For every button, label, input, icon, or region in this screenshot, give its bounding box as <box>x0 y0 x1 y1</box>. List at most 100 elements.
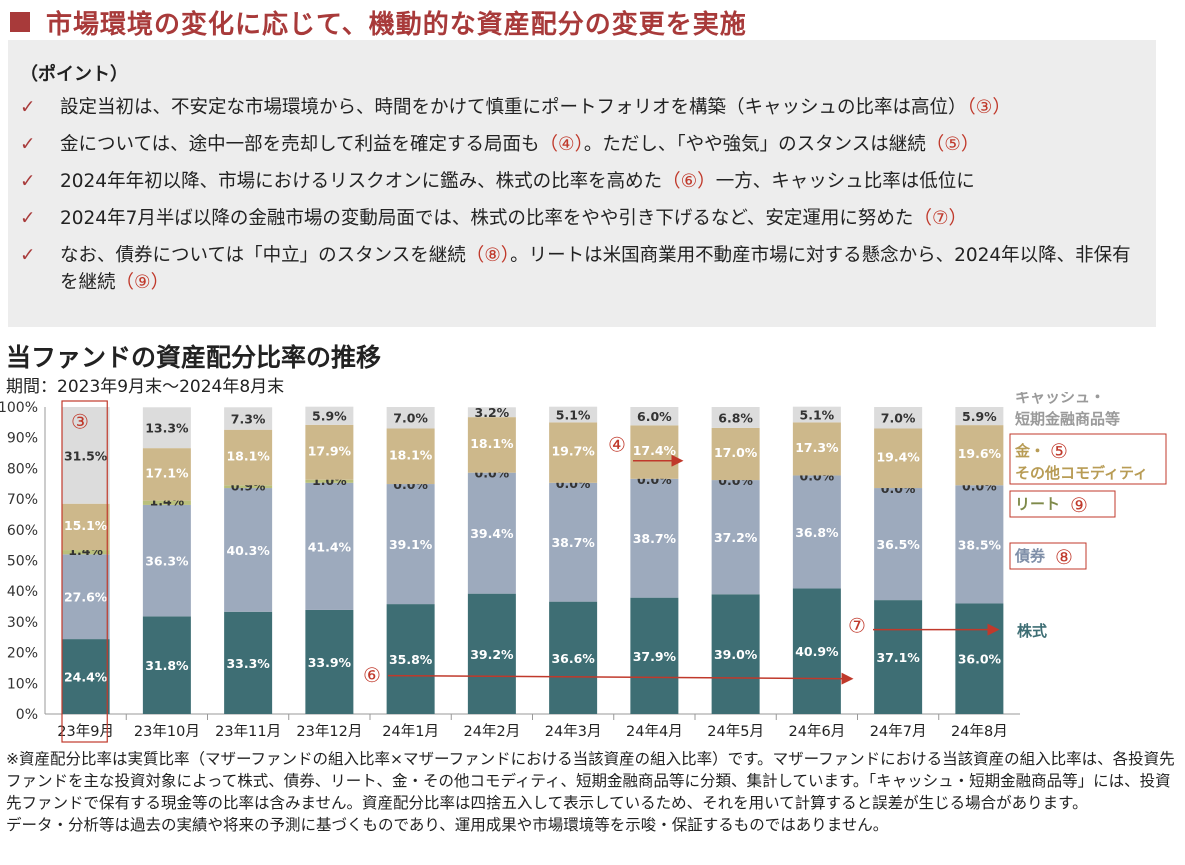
data-label: 5.1% <box>556 408 591 423</box>
y-tick-label: 0% <box>16 707 38 723</box>
bar-segment <box>142 448 191 501</box>
data-label: 17.0% <box>714 445 758 460</box>
bar-segment <box>467 417 516 473</box>
data-label: 36.5% <box>876 537 920 552</box>
point-text: 設定当初は、不安定な市場環境から、時間をかけて慎重にポートフォリオを構築（キャッ… <box>60 97 967 118</box>
point-item: ✓ 金については、途中一部を売却して利益を確定する局面も（④）。ただし、「やや強気… <box>20 131 1145 158</box>
bar-segment <box>142 500 191 505</box>
bar-segment <box>305 406 354 425</box>
bar-segment <box>630 407 679 426</box>
bar-segment <box>792 406 841 423</box>
footnote: ※資産配分比率は実質比率（マザーファンドの組入比率×マザーファンドにおける当該資… <box>6 750 1175 812</box>
data-label: 17.3% <box>795 440 839 455</box>
bar-segment <box>61 503 110 551</box>
point-marker: （⑥） <box>662 171 716 192</box>
bar-segment <box>874 600 923 714</box>
check-icon: ✓ <box>20 245 36 266</box>
data-label: 39.2% <box>470 647 514 662</box>
bar-segment <box>61 554 110 640</box>
y-tick-label: 100% <box>0 400 38 416</box>
x-tick-label: 23年10月 <box>134 723 200 740</box>
point-marker: （⑤） <box>925 134 980 155</box>
data-label: 18.1% <box>470 436 514 451</box>
point-item: ✓ 2024年7月半ば以降の金融市場の変動局面では、株式の比率をやや引き下げるなど… <box>20 205 1145 232</box>
heading-text: 市場環境の変化に応じて、機動的な資産配分の変更を実施 <box>46 9 747 40</box>
points-box: （ポイント） ✓ 設定当初は、不安定な市場環境から、時間をかけて慎重にポートフォリ… <box>8 40 1156 327</box>
legend-gold-label: その他コモディティ <box>1015 464 1148 482</box>
point-item: ✓ なお、債券については「中立」のスタンスを継続（⑧）。リートは米国商業用不動産市… <box>20 242 1145 296</box>
bar-segment <box>711 427 760 481</box>
legend-bond-label: 債券 <box>1014 547 1046 565</box>
y-tick-label: 70% <box>7 492 38 508</box>
data-label: 37.9% <box>633 649 677 664</box>
data-label: 7.3% <box>231 412 266 427</box>
allocation-chart: 0% 10% 20% 30% 40% 50% 60% 70% 80% 90% 100% 24.4% 27… <box>0 392 1167 743</box>
x-tick-label: 24年6月 <box>789 723 846 740</box>
legend-gold-label: 金・ <box>1014 442 1045 460</box>
data-label: 31.8% <box>145 658 189 673</box>
bar-segment <box>792 475 841 589</box>
bar-segment <box>955 485 1004 604</box>
y-tick-label: 30% <box>7 615 38 631</box>
first-month-highlight <box>61 400 108 743</box>
data-label: 19.7% <box>551 444 595 459</box>
check-icon: ✓ <box>20 97 36 118</box>
point-text: 2024年7月半ば以降の金融市場の変動局面では、株式の比率をやや引き下げるなど、… <box>60 208 914 229</box>
bar-segment <box>549 406 598 423</box>
bar-segment <box>224 488 273 612</box>
bar-segment <box>61 639 110 714</box>
points-list: ✓ 設定当初は、不安定な市場環境から、時間をかけて慎重にポートフォリオを構築（キャ… <box>20 94 1145 306</box>
heading-square-icon <box>10 12 30 32</box>
x-tick-label: 23年9月 <box>57 723 114 740</box>
data-label: 5.9% <box>312 409 347 424</box>
data-label: 24.4% <box>64 670 108 685</box>
point-marker: （⑨） <box>115 272 170 293</box>
point-marker: （③） <box>966 97 1011 118</box>
y-tick-label: 10% <box>7 676 38 692</box>
point-text: 。リートは米国商業用不動産市場に対する懸念から、2024年以降、非保有を継続 <box>60 245 1131 293</box>
bar-segment <box>955 407 1004 426</box>
bar-segment <box>630 425 679 479</box>
x-tick-label: 24年4月 <box>626 723 683 740</box>
data-label: 33.3% <box>226 656 270 671</box>
bar-segment <box>61 550 110 555</box>
bar-segment <box>386 484 435 605</box>
point-text: なお、債券については「中立」のスタンスを継続 <box>60 245 466 266</box>
data-label: 36.0% <box>958 652 1002 667</box>
data-label: 40.3% <box>226 543 270 558</box>
bar-segment <box>874 428 923 489</box>
bar-segment <box>549 601 598 714</box>
point-text: 一方、キャッシュ比率は低位に <box>715 171 975 192</box>
bar-segment <box>630 478 679 598</box>
bar-segment <box>305 479 354 483</box>
bar-segment <box>305 609 354 714</box>
data-label: 27.6% <box>64 590 108 605</box>
data-label: 35.8% <box>389 652 433 667</box>
bar-segment <box>549 422 598 483</box>
check-icon: ✓ <box>20 208 36 229</box>
y-tick-label: 50% <box>7 554 38 570</box>
data-label: 39.1% <box>389 537 433 552</box>
point-marker: （④） <box>539 134 584 155</box>
bar-segment <box>792 588 841 714</box>
bar-segment <box>224 407 273 430</box>
data-label: 39.4% <box>470 526 514 541</box>
data-label: 33.9% <box>308 655 352 670</box>
data-label: 37.1% <box>876 650 920 665</box>
data-label: 6.0% <box>637 409 672 424</box>
data-label: 38.7% <box>551 535 595 550</box>
data-label: 15.1% <box>64 518 108 533</box>
page-heading: 市場環境の変化に応じて、機動的な資産配分の変更を実施 <box>10 4 747 40</box>
data-label: 7.0% <box>393 411 428 426</box>
points-title: （ポイント） <box>20 64 128 85</box>
legend-gold-marker: ⑤ <box>1050 439 1068 463</box>
bar-segment <box>224 485 273 489</box>
data-label: 37.2% <box>714 530 758 545</box>
data-label: 3.2% <box>475 405 510 420</box>
data-label: 36.3% <box>145 554 189 569</box>
bar-segment <box>467 593 516 714</box>
x-tick-label: 23年11月 <box>215 723 281 740</box>
data-label: 41.4% <box>308 539 352 554</box>
data-label: 39.0% <box>714 647 758 662</box>
check-icon: ✓ <box>20 171 36 192</box>
